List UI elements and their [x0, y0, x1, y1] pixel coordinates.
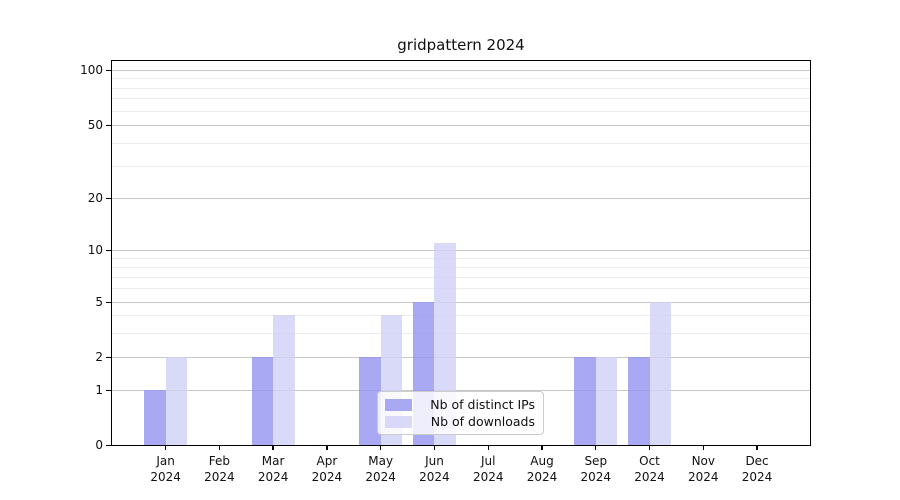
legend-item: Nb of downloads: [385, 413, 535, 430]
x-tick-mark: [756, 446, 758, 450]
y-tick-mark: [106, 124, 112, 126]
x-tick-mark: [595, 446, 597, 450]
x-axis-tick-label: Mar 2024: [257, 454, 289, 484]
bar-downloads: [165, 357, 188, 445]
legend-label: Nb of distinct IPs: [430, 397, 535, 412]
y-axis-tick-label: 2: [95, 350, 103, 364]
bar-distinct-ips: [144, 390, 166, 445]
x-axis-tick-label: Aug 2024: [526, 454, 558, 484]
gridline-minor: [112, 142, 810, 144]
y-tick-mark: [106, 69, 112, 71]
legend-item: Nb of distinct IPs: [385, 396, 535, 413]
y-axis-tick-label: 5: [95, 295, 103, 309]
gridline-minor: [112, 332, 810, 334]
gridline-minor: [112, 165, 810, 167]
y-axis-tick-label: 100: [80, 63, 103, 77]
legend-swatch-distinct-ips: [385, 398, 412, 411]
gridline-minor: [112, 110, 810, 112]
gridline-major: [112, 198, 810, 199]
x-axis-tick-label: Oct 2024: [634, 454, 665, 484]
gridline-major: [112, 250, 810, 251]
gridline-minor: [112, 266, 810, 268]
x-tick-mark: [326, 446, 328, 450]
y-axis-tick-label: 10: [87, 243, 103, 257]
gridline-minor: [112, 257, 810, 259]
y-axis-labels: 0 1 2 5 10 20 50 100: [0, 0, 103, 500]
gridline-minor: [112, 315, 810, 317]
chart-title: gridpattern 2024: [397, 36, 525, 54]
x-tick-mark: [164, 446, 167, 450]
y-tick-mark: [106, 197, 112, 199]
gridline-major: [112, 302, 810, 303]
x-axis-tick-label: Apr 2024: [311, 454, 343, 484]
y-axis-tick-label: 1: [95, 383, 103, 397]
x-tick-mark: [702, 446, 704, 450]
x-tick-mark: [648, 446, 651, 450]
gridline-major: [112, 390, 810, 391]
x-tick-mark: [272, 446, 274, 450]
y-axis-tick-label: 20: [87, 191, 103, 205]
bar-distinct-ips: [574, 357, 596, 445]
y-tick-mark: [106, 444, 112, 446]
x-tick-mark: [379, 446, 382, 450]
x-axis-tick-label: Nov 2024: [688, 454, 719, 484]
gridline-major: [112, 125, 810, 126]
legend: Nb of distinct IPs Nb of downloads: [377, 391, 544, 435]
gridline-minor: [112, 87, 810, 89]
bar-distinct-ips: [251, 357, 274, 445]
y-axis-tick-label: 0: [95, 438, 103, 452]
x-axis-tick-label: May 2024: [365, 454, 396, 484]
x-axis-tick-label: Feb 2024: [204, 454, 235, 484]
y-tick-mark: [106, 389, 112, 391]
bar-downloads: [649, 302, 672, 445]
gridline-minor: [112, 288, 810, 290]
axis-frame: [111, 60, 811, 446]
y-tick-mark: [106, 301, 112, 303]
gridline-minor: [112, 98, 810, 100]
bar-downloads: [595, 357, 618, 445]
y-tick-mark: [106, 249, 112, 251]
x-tick-mark: [541, 446, 543, 450]
plot-area: Nb of distinct IPs Nb of downloads: [111, 60, 811, 446]
bar-downloads: [273, 315, 295, 445]
gridline-major: [112, 357, 810, 358]
x-axis-tick-label: Jun 2024: [419, 454, 450, 484]
gridline-major: [112, 70, 810, 71]
bar-distinct-ips: [359, 357, 381, 445]
y-tick-mark: [106, 356, 112, 358]
legend-swatch-downloads: [385, 415, 412, 428]
gridline-minor: [112, 276, 810, 278]
x-axis-tick-label: Dec 2024: [741, 454, 773, 484]
y-axis-tick-label: 50: [87, 118, 103, 132]
x-axis-tick-label: Jul 2024: [472, 454, 504, 484]
x-tick-mark: [433, 446, 436, 450]
x-axis-tick-label: Jan 2024: [150, 454, 181, 484]
x-tick-mark: [218, 446, 221, 450]
bar-distinct-ips: [628, 357, 650, 445]
gridline-minor: [112, 78, 810, 80]
x-tick-mark: [487, 446, 489, 450]
x-axis-tick-label: Sep 2024: [580, 454, 612, 484]
legend-label: Nb of downloads: [430, 414, 535, 429]
